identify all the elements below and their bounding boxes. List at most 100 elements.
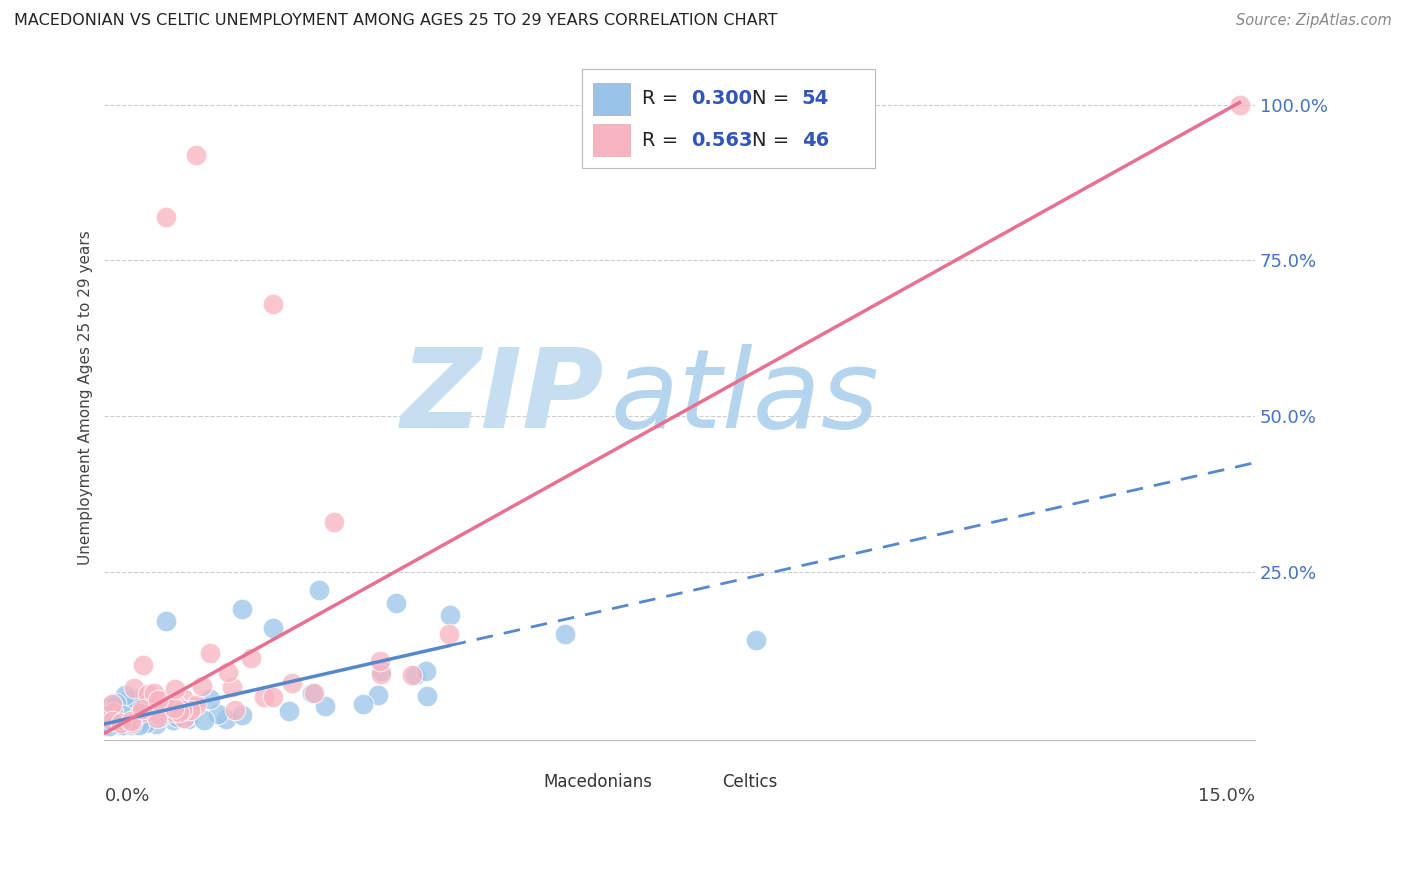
Point [193,713,215,727]
Point [439,608,461,623]
Point [101,714,124,729]
FancyBboxPatch shape [593,83,630,115]
Point [370,665,392,679]
Point [221,681,243,695]
Point [156,706,179,720]
Point [367,689,389,703]
Point [101,697,124,711]
Point [370,667,392,681]
Text: Source: ZipAtlas.com: Source: ZipAtlas.com [1236,13,1392,29]
Point [280,675,302,690]
Point [207,706,229,721]
Point [262,297,284,311]
Point [162,706,184,720]
Point [162,713,184,727]
Point [401,668,423,682]
Point [127,716,149,731]
Text: 0.563: 0.563 [692,130,752,150]
Point [179,704,201,718]
Point [262,621,284,635]
Point [404,668,426,682]
Point [314,698,336,713]
Point [217,665,239,680]
Point [352,697,374,711]
Point [149,710,172,724]
Point [132,657,155,672]
Text: N =: N = [752,130,796,150]
Point [148,700,170,714]
Point [183,699,205,714]
Point [146,693,169,707]
Y-axis label: Unemployment Among Ages 25 to 29 years: Unemployment Among Ages 25 to 29 years [79,230,93,565]
Point [115,693,138,707]
Text: 15.0%: 15.0% [1198,788,1256,805]
Point [124,681,146,696]
Point [129,706,152,720]
Point [173,711,195,725]
Point [224,703,246,717]
Text: 0.0%: 0.0% [104,788,150,805]
Point [155,210,177,224]
Point [145,717,167,731]
Point [110,715,132,730]
Point [103,700,125,714]
Point [97,719,120,733]
Point [110,713,132,727]
Point [323,515,346,529]
Point [231,602,253,616]
Point [191,679,214,693]
Point [160,700,183,714]
Point [114,688,136,702]
Text: Celtics: Celtics [723,773,778,791]
Text: Macedonians: Macedonians [544,773,652,791]
FancyBboxPatch shape [513,772,538,792]
Point [100,699,122,714]
Point [165,681,187,696]
Point [131,702,153,716]
Point [177,712,200,726]
Point [231,707,253,722]
Text: 46: 46 [801,130,828,150]
Point [163,700,186,714]
Point [160,701,183,715]
Point [302,686,325,700]
Point [167,705,190,719]
Point [155,615,177,629]
Point [146,704,169,718]
FancyBboxPatch shape [593,124,630,156]
Point [415,665,437,679]
Point [1229,98,1251,112]
Point [166,699,188,714]
Point [98,712,121,726]
Point [97,708,120,723]
Point [214,712,236,726]
Point [439,626,461,640]
Point [173,692,195,706]
Text: atlas: atlas [610,343,879,450]
Point [120,714,142,729]
Point [121,715,143,730]
Point [108,718,131,732]
Point [198,646,221,660]
Point [128,717,150,731]
Point [125,695,148,709]
Point [176,709,198,723]
Point [239,651,262,665]
Point [121,718,143,732]
Text: ZIP: ZIP [401,343,605,450]
Point [125,692,148,706]
FancyBboxPatch shape [582,69,875,168]
Point [301,686,323,700]
Point [101,706,124,720]
Text: 54: 54 [801,89,828,109]
Point [308,583,330,598]
Point [107,698,129,713]
Point [136,687,159,701]
Point [112,708,135,723]
Text: MACEDONIAN VS CELTIC UNEMPLOYMENT AMONG AGES 25 TO 29 YEARS CORRELATION CHART: MACEDONIAN VS CELTIC UNEMPLOYMENT AMONG … [14,13,778,29]
Text: R =: R = [641,89,685,109]
Point [184,698,207,712]
Text: 0.300: 0.300 [692,89,752,109]
Point [368,654,391,668]
Point [146,706,169,721]
